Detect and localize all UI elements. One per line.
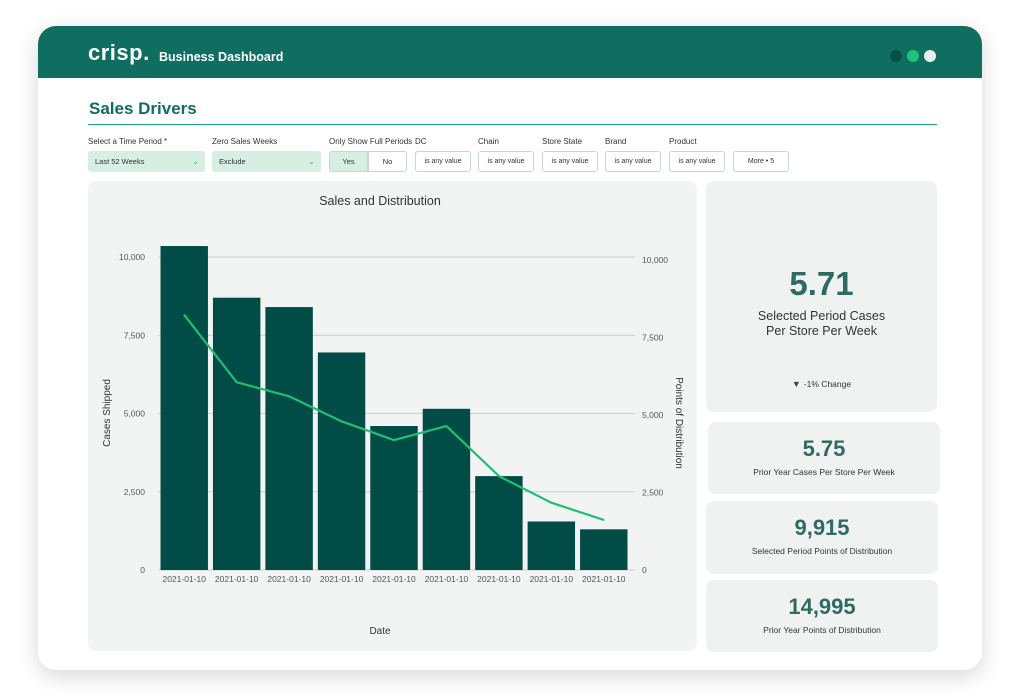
line-point [288,395,290,398]
selected-cases-label-line1: Selected Period Cases [757,309,886,323]
chart-line-series [183,314,605,521]
bar[interactable] [265,307,313,570]
window-dot-dark [890,50,902,62]
chart-svg: Sales and Distribution 0 2,500 5,000 7,500 1… [102,194,684,637]
y-tick-label: 10,000 [119,252,145,262]
prior-cases-value: 5.75 [802,436,846,461]
product-label: Product [669,137,697,146]
selected-cases-label-line2: Per Store Per Week [766,324,877,338]
prior-cases-label: Prior Year Cases Per Store Per Week [753,467,895,477]
bar[interactable] [317,352,366,570]
full-periods-yes-button[interactable]: Yes [329,151,368,172]
selected-points-value: 9,915 [794,515,850,540]
window-dot-green [907,50,919,62]
time-period-select[interactable]: Last 52 Weeks ⌄ [88,151,205,172]
store-state-label: Store State [542,137,583,146]
y2-tick-label: 5,000 [642,410,664,420]
x-tick-label: 2021-01-10 [425,574,469,584]
bar[interactable] [212,297,261,570]
y2-tick-label: 0 [642,565,647,575]
zero-sales-label: Zero Sales Weeks [212,137,278,146]
x-tick-label: 2021-01-10 [372,574,416,584]
line-point [393,439,395,441]
y-tick-label: 5,000 [124,409,146,419]
dashboard-window: crisp. Business Dashboard Sales Drivers … [38,26,982,670]
product-filter-button[interactable]: is any value [669,151,725,172]
chain-label: Chain [478,137,499,146]
prior-points-label: Prior Year Points of Distribution [763,625,881,635]
y-tick-label: 7,500 [124,330,146,340]
brand-filter-button[interactable]: is any value [605,151,661,172]
store-state-filter-button[interactable]: is any value [542,151,598,172]
prior-cases-card: 5.75 Prior Year Cases Per Store Per Week [708,422,940,494]
bar[interactable] [370,426,418,570]
app-title: Business Dashboard [159,50,284,64]
y2-tick-label: 2,500 [642,488,664,498]
prior-points-card: 14,995 Prior Year Points of Distribution [706,580,938,652]
zero-sales-value: Exclude [219,157,246,166]
selected-cases-card: 5.71 Selected Period Cases Per Store Per… [706,181,937,412]
chevron-down-icon: ⌄ [308,157,315,166]
line-point [445,425,448,427]
chart-x-axis: 2021-01-10 2021-01-10 2021-01-10 2021-01-10… [162,574,625,584]
title-bar: crisp. Business Dashboard [38,26,982,78]
chart-bars [160,246,628,571]
bar[interactable] [527,521,576,570]
selected-cases-value: 5.71 [789,265,854,302]
time-period-value: Last 52 Weeks [95,157,145,166]
bar[interactable] [580,529,628,570]
triangle-down-icon: ▼ [791,379,801,389]
dc-filter-button[interactable]: is any value [415,151,471,172]
chart-y2-axis-label: Points of Distribution [673,377,684,469]
crisp-logo[interactable]: crisp. [88,40,150,65]
change-indicator: ▼ -1% Change [706,379,937,389]
chart-y-axis-left: 0 2,500 5,000 7,500 10,000 [119,252,145,575]
change-text: -1% Change [803,379,852,389]
x-tick-label: 2021-01-10 [162,574,206,584]
window-dot-light [924,50,936,62]
bar[interactable] [422,408,471,570]
selected-points-label: Selected Period Points of Distribution [751,546,893,556]
y2-tick-label: 10,000 [642,255,668,265]
brand-label: Brand [605,137,627,146]
line-point [550,501,553,504]
chain-filter-button[interactable]: is any value [478,151,534,172]
selected-cases-label: Selected Period Cases Per Store Per Week [706,309,937,339]
x-tick-label: 2021-01-10 [215,574,259,584]
more-filters-button[interactable]: More • 5 [733,151,789,172]
bar[interactable] [475,476,523,570]
x-tick-label: 2021-01-10 [582,574,626,584]
full-periods-label: Only Show Full Periods [329,137,413,146]
full-periods-no-button[interactable]: No [368,151,407,172]
zero-sales-select[interactable]: Exclude ⌄ [212,151,321,172]
selected-points-card: 9,915 Selected Period Points of Distribu… [706,501,938,574]
y-tick-label: 2,500 [124,487,146,497]
chevron-down-icon: ⌄ [192,157,199,166]
x-tick-label: 2021-01-10 [320,574,364,584]
line-point [602,519,605,521]
line-point [340,420,343,423]
prior-points-value: 14,995 [788,594,856,619]
title-divider [88,124,937,125]
dc-label: DC [415,137,427,146]
chart-y-axis-label: Cases Shipped [102,379,113,447]
page-title: Sales Drivers [89,99,197,118]
x-tick-label: 2021-01-10 [477,574,521,584]
chart-title: Sales and Distribution [319,194,441,208]
y-tick-label: 0 [140,565,145,575]
chart-x-axis-label: Date [369,626,391,637]
time-period-label: Select a Time Period * [88,137,168,146]
bar[interactable] [160,246,208,571]
y2-tick-label: 7,500 [642,333,664,343]
sales-distribution-chart: Sales and Distribution 0 2,500 5,000 7,500 1… [88,181,697,651]
x-tick-label: 2021-01-10 [267,574,311,584]
line-point [498,475,500,477]
chart-y-axis-right: 0 2,500 5,000 7,500 10,000 [642,255,668,575]
x-tick-label: 2021-01-10 [530,574,574,584]
line-point [235,381,238,383]
line-point [183,314,186,316]
